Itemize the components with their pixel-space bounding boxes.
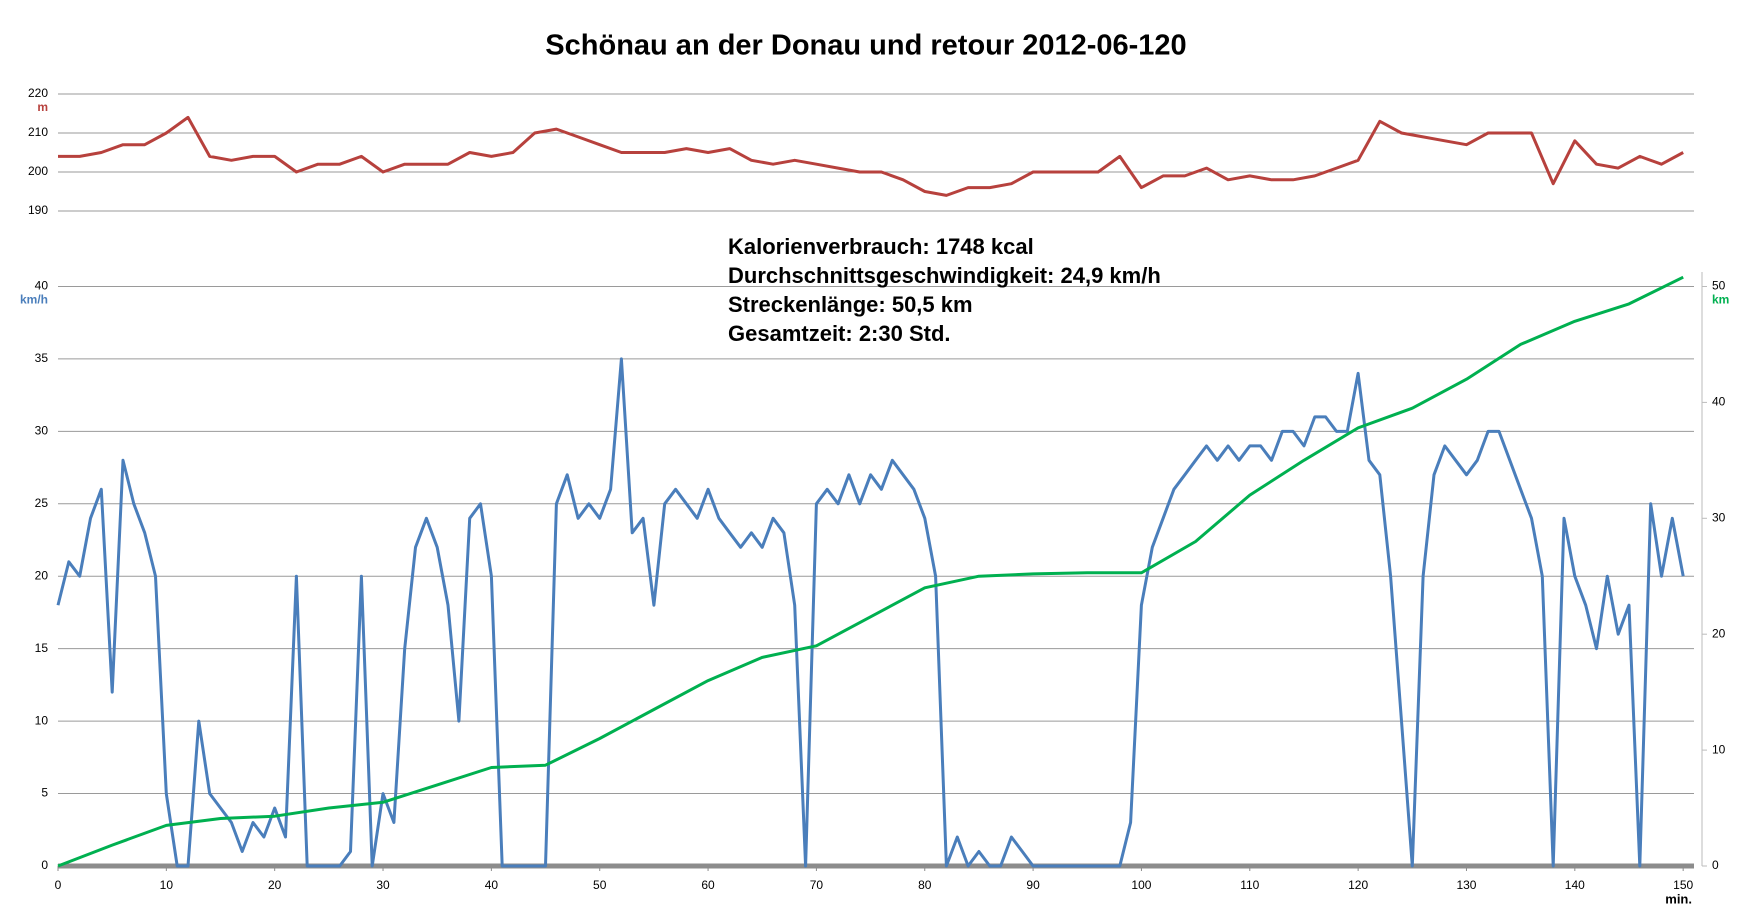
x-tick-label: 90	[1026, 878, 1040, 892]
y-tick-label: 220	[28, 86, 48, 100]
x-tick-label: 140	[1565, 878, 1585, 892]
y-tick-label: 10	[35, 713, 49, 727]
annotation: Kalorienverbrauch: 1748 kcal	[728, 234, 1034, 259]
y-tick-label: 210	[28, 125, 48, 139]
y-tick-label: 0	[41, 858, 48, 872]
x-axis-label: min.	[1665, 891, 1692, 906]
y-tick-label: 35	[35, 351, 49, 365]
y-tick-label: 40	[35, 279, 49, 293]
y-axis-unit: km/h	[20, 293, 48, 307]
x-tick-label: 100	[1131, 878, 1151, 892]
x-tick-label: 80	[918, 878, 932, 892]
annotation: Gesamtzeit: 2:30 Std.	[728, 321, 951, 346]
x-tick-label: 70	[810, 878, 824, 892]
x-tick-label: 110	[1240, 878, 1259, 892]
annotation: Durchschnittsgeschwindigkeit: 24,9 km/h	[728, 263, 1161, 288]
y2-tick-label: 10	[1712, 742, 1726, 756]
y-tick-label: 20	[35, 568, 49, 582]
y2-tick-label: 40	[1712, 395, 1726, 409]
y-tick-label: 25	[35, 496, 49, 510]
x-tick-label: 120	[1348, 878, 1368, 892]
data-line	[56, 357, 1685, 868]
x-tick-label: 10	[160, 878, 174, 892]
y-tick-label: 5	[41, 786, 48, 800]
chart-title: Schönau an der Donau und retour 2012-06-…	[545, 30, 1186, 62]
y-tick-label: 200	[28, 164, 48, 178]
y-tick-label: 30	[35, 424, 49, 438]
y2-axis-unit: km	[1712, 293, 1729, 307]
data-line	[58, 115, 1684, 197]
x-tick-label: 20	[268, 878, 282, 892]
annotation: Streckenlänge: 50,5 km	[728, 292, 973, 317]
y2-tick-label: 50	[1712, 279, 1726, 293]
y-axis-unit: m	[37, 100, 48, 114]
data-line	[57, 275, 1684, 868]
x-tick-label: 0	[55, 878, 62, 892]
y-tick-label: 190	[28, 203, 48, 217]
y2-tick-label: 0	[1712, 858, 1719, 872]
y2-tick-label: 20	[1712, 626, 1726, 640]
x-tick-label: 50	[593, 878, 607, 892]
x-tick-label: 30	[376, 878, 390, 892]
y-tick-label: 15	[35, 641, 49, 655]
x-tick-label: 150	[1673, 878, 1693, 892]
x-tick-label: 130	[1456, 878, 1476, 892]
x-tick-label: 60	[701, 878, 715, 892]
y2-tick-label: 30	[1712, 510, 1726, 524]
x-tick-label: 40	[485, 878, 499, 892]
